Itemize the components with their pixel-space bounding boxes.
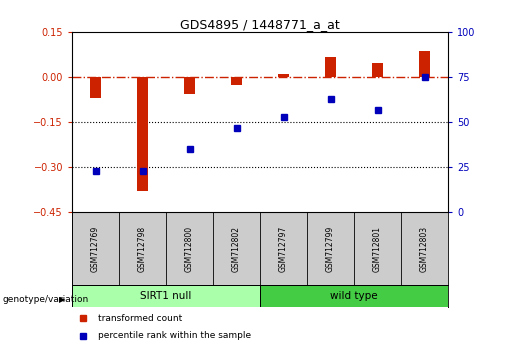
Bar: [260, 285, 448, 307]
Bar: [278, 74, 289, 77]
Text: percentile rank within the sample: percentile rank within the sample: [98, 331, 251, 340]
Text: GSM712798: GSM712798: [138, 225, 147, 272]
Bar: [324, 57, 336, 77]
Bar: [72, 285, 260, 307]
Text: ▶: ▶: [59, 295, 66, 304]
Text: genotype/variation: genotype/variation: [3, 295, 89, 304]
Text: GSM712801: GSM712801: [373, 225, 382, 272]
Title: GDS4895 / 1448771_a_at: GDS4895 / 1448771_a_at: [180, 18, 340, 31]
Bar: [184, 77, 196, 93]
Text: SIRT1 null: SIRT1 null: [141, 291, 192, 301]
Text: GSM712803: GSM712803: [420, 225, 429, 272]
Bar: [90, 77, 101, 98]
Text: wild type: wild type: [330, 291, 378, 301]
Text: GSM712769: GSM712769: [91, 225, 100, 272]
Text: GSM712797: GSM712797: [279, 225, 288, 272]
Bar: [231, 77, 243, 85]
Text: transformed count: transformed count: [98, 314, 183, 322]
Bar: [372, 63, 384, 77]
Bar: [419, 51, 431, 77]
Bar: [136, 77, 148, 192]
Text: GSM712802: GSM712802: [232, 225, 241, 272]
Text: GSM712800: GSM712800: [185, 225, 194, 272]
Text: GSM712799: GSM712799: [326, 225, 335, 272]
